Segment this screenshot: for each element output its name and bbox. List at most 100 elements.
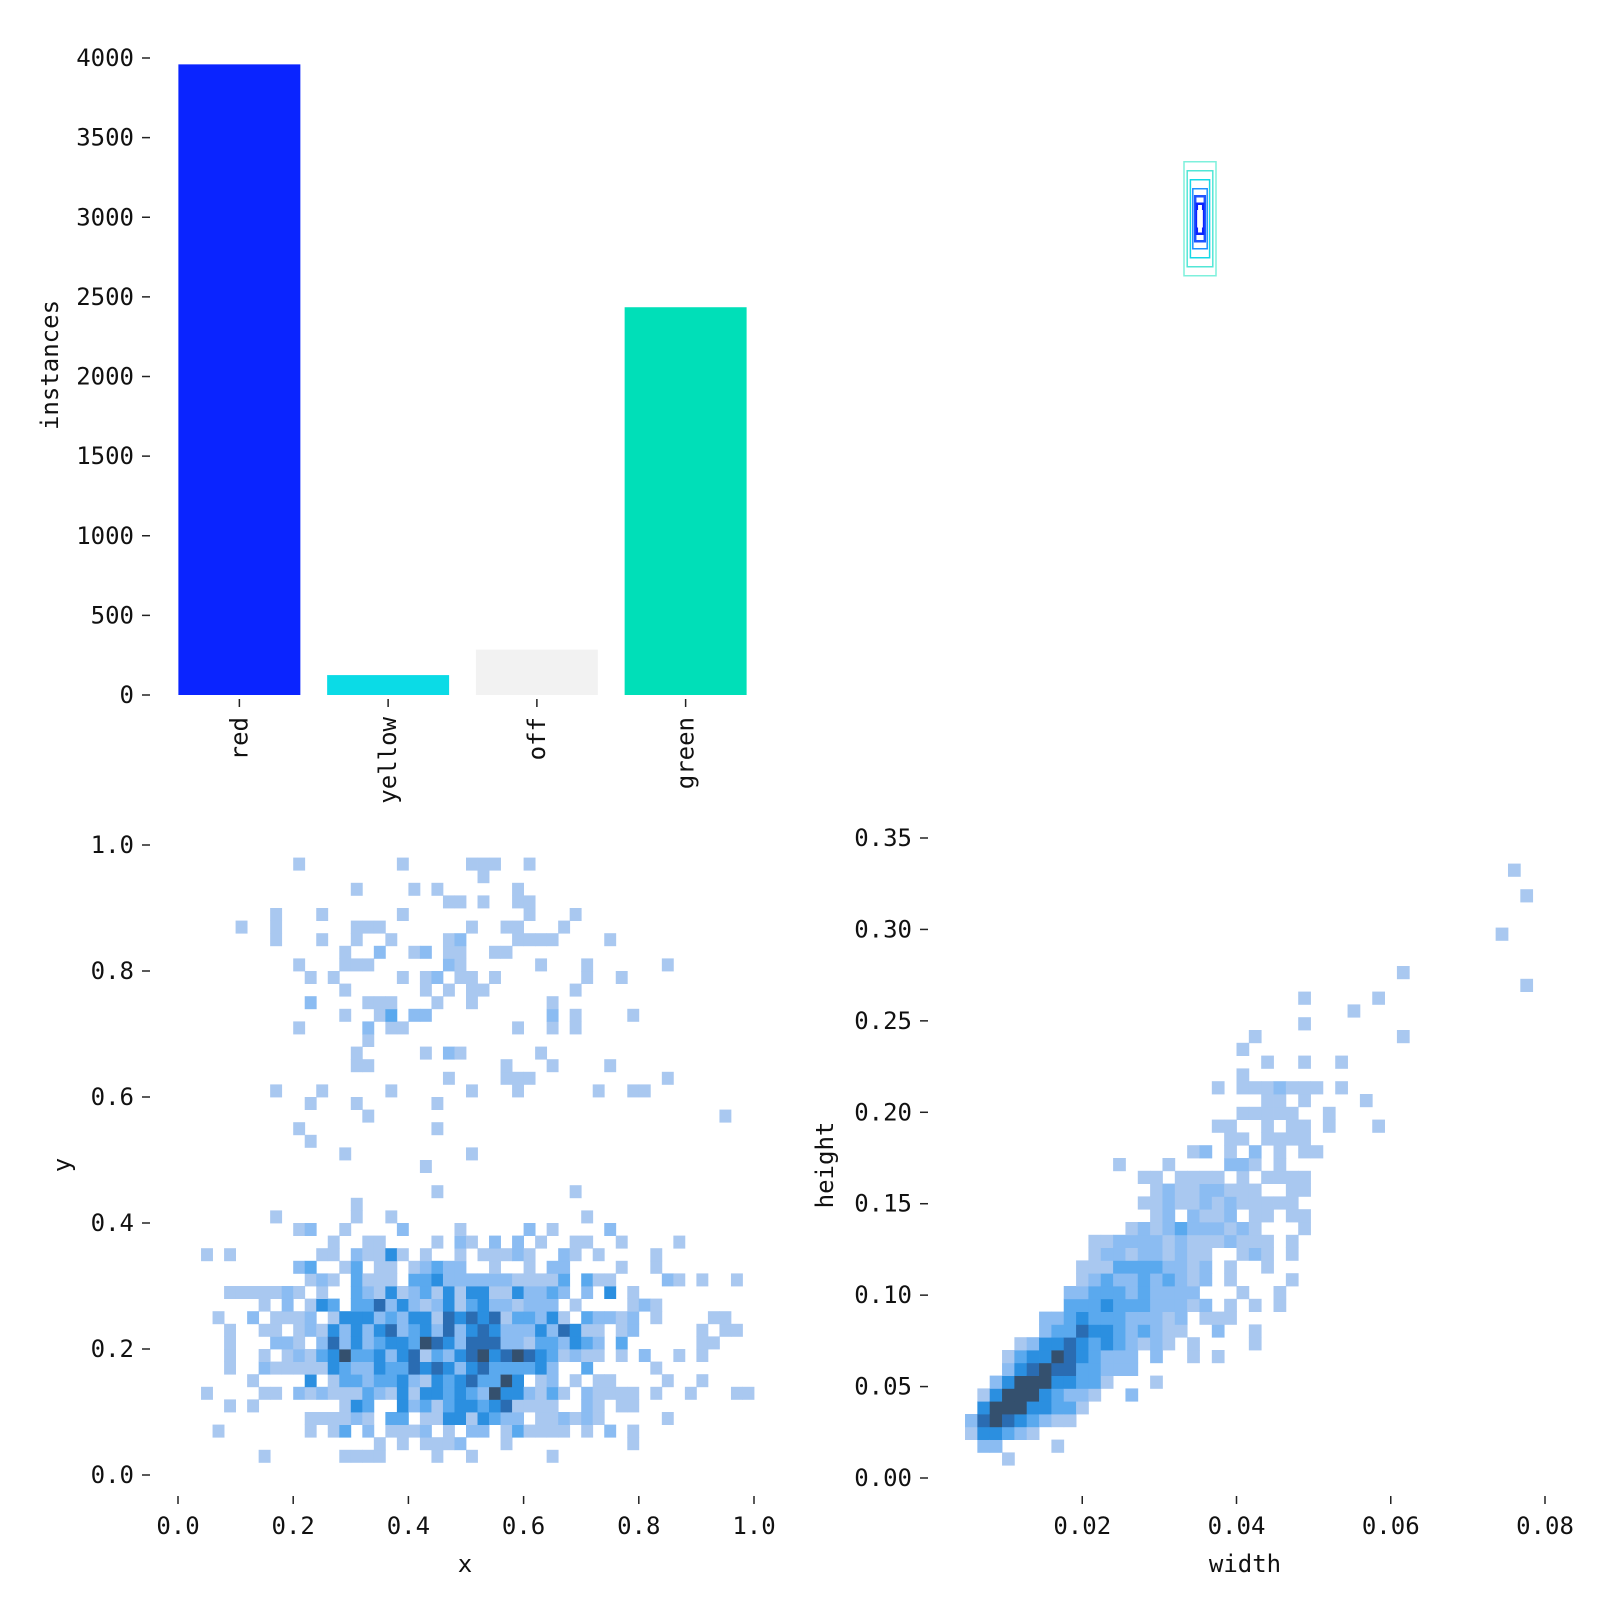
heatmap-cell <box>339 1399 352 1413</box>
heatmap-cell <box>304 971 317 984</box>
y-axis-label: height <box>811 1122 839 1209</box>
heatmap-cell <box>419 1323 432 1337</box>
heatmap-cell <box>1113 1362 1126 1376</box>
heatmap-cell <box>350 1386 363 1400</box>
heatmap-cell <box>615 1336 628 1350</box>
heatmap-cell <box>477 870 490 884</box>
heatmap-cell <box>1236 1042 1250 1056</box>
heatmap-cell <box>512 882 524 896</box>
heatmap-cell <box>362 1349 375 1362</box>
heatmap-cell <box>454 1235 467 1249</box>
heatmap-cell <box>1137 1196 1151 1210</box>
x-tick-label: 0.0 <box>156 1512 199 1540</box>
heatmap-cell <box>408 1386 421 1400</box>
heatmap-cell <box>604 1386 617 1400</box>
heatmap-cell <box>1187 1247 1200 1261</box>
heatmap-cell <box>500 1311 513 1325</box>
heatmap-cell <box>373 1235 386 1249</box>
heatmap-cell <box>627 1298 640 1312</box>
heatmap-cell <box>604 1311 617 1325</box>
heatmap-cell <box>396 1021 409 1035</box>
heatmap-cell <box>270 920 283 934</box>
heatmap-cell <box>373 1273 386 1287</box>
heatmap-cell <box>1187 1286 1200 1300</box>
heatmap-cell <box>350 1248 363 1262</box>
heatmap-cell <box>1162 1222 1176 1236</box>
y-axis-label: y <box>48 1158 76 1172</box>
heatmap-cell <box>385 1298 398 1312</box>
heatmap-cell <box>1113 1247 1126 1261</box>
heatmap-cell <box>1211 1222 1225 1236</box>
heatmap-cell <box>431 996 444 1010</box>
heatmap-cell <box>224 1323 236 1337</box>
heatmap-cell <box>615 1235 628 1249</box>
heatmap-cell <box>1076 1362 1089 1376</box>
heatmap-cell <box>1137 1298 1151 1312</box>
heatmap-cell <box>293 1336 306 1350</box>
heatmap-cell <box>362 1361 375 1375</box>
heatmap-cell <box>281 1349 294 1362</box>
heatmap-cell <box>1261 1132 1274 1146</box>
y-tick-label: 0.6 <box>91 1083 134 1111</box>
heatmap-cell <box>592 1248 605 1262</box>
heatmap-cell <box>1026 1401 1040 1415</box>
heatmap-cell <box>1248 1298 1262 1312</box>
heatmap-cell <box>1150 1298 1163 1312</box>
heatmap-cell <box>419 1160 432 1173</box>
heatmap-cell <box>500 1361 513 1375</box>
heatmap-cell <box>569 1374 582 1388</box>
heatmap-cell <box>535 1374 548 1388</box>
heatmap-cell <box>1125 1260 1139 1274</box>
heatmap-cell <box>396 1323 409 1337</box>
x-tick-label: 0.2 <box>272 1512 315 1540</box>
y-tick-label: 0.25 <box>854 1007 912 1035</box>
width-height-density-heatmap: 0.000.050.100.150.200.250.300.35 0.02 0.0… <box>811 824 1574 1578</box>
y-tick-label: 0.15 <box>854 1190 912 1218</box>
heatmap-cell <box>569 1248 582 1262</box>
heatmap-cell <box>569 1008 582 1022</box>
heatmap-cell <box>1248 1030 1262 1044</box>
heatmap-cell <box>270 1361 283 1375</box>
heatmap-cell <box>546 1311 559 1325</box>
heatmap-cell <box>535 933 548 947</box>
heatmap-cell <box>1002 1350 1015 1364</box>
heatmap-cell <box>650 1260 663 1274</box>
heatmap-cell <box>1236 1132 1250 1146</box>
heatmap-cell <box>489 1248 501 1262</box>
heatmap-cell <box>1335 1081 1348 1095</box>
heatmap-cell <box>247 1286 260 1299</box>
heatmap-cell <box>362 1286 375 1299</box>
heatmap-cell <box>1285 1119 1299 1133</box>
heatmap-cell <box>350 1210 363 1224</box>
heatmap-cell <box>327 1311 340 1325</box>
heatmap-cell <box>442 945 455 959</box>
heatmap-cell <box>454 1248 467 1262</box>
y-tick-label: 0.35 <box>854 824 912 852</box>
heatmap-cell <box>201 1248 213 1262</box>
heatmap-cell <box>1224 1119 1237 1133</box>
heatmap-cell <box>1261 1081 1274 1095</box>
heatmap-cell <box>373 1008 386 1022</box>
heatmap-cell <box>500 1412 513 1425</box>
heatmap-cell <box>546 1399 559 1413</box>
heatmap-cell <box>546 1223 559 1236</box>
heatmap-cell <box>258 1298 271 1312</box>
heatmap-cell <box>466 1361 478 1375</box>
heatmap-cell <box>523 908 536 921</box>
heatmap-cell <box>362 1336 375 1350</box>
heatmap-cell <box>1076 1350 1089 1364</box>
heatmap-cell <box>362 1374 375 1388</box>
heatmap-cell <box>546 1273 559 1287</box>
heatmap-cell <box>442 895 455 909</box>
heatmap-cell <box>373 996 386 1010</box>
heatmap-cell <box>385 1248 398 1262</box>
heatmap-cell <box>1248 1081 1262 1095</box>
heatmap-cell <box>385 1412 398 1425</box>
heatmap-cell <box>396 1412 409 1425</box>
heatmap-cell <box>339 1336 352 1350</box>
heatmap-cell <box>1150 1234 1163 1248</box>
heatmap-cell <box>546 1260 559 1274</box>
heatmap-cell <box>1520 889 1534 903</box>
heatmap-cell <box>281 1361 294 1375</box>
heatmap-cell <box>1248 1234 1262 1248</box>
